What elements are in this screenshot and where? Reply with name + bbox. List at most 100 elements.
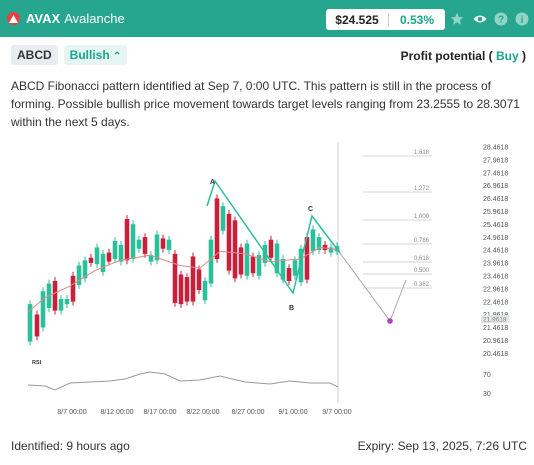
candle xyxy=(250,256,256,274)
x-tick-label: 8/22 00:00 xyxy=(186,409,219,416)
moving-average-line xyxy=(27,246,341,313)
y-tick-label: 23.9618 xyxy=(483,261,508,268)
candle xyxy=(112,240,118,260)
candle xyxy=(94,247,100,265)
candle xyxy=(136,239,142,249)
asset-symbol: AVAX xyxy=(26,11,61,26)
svg-text:?: ? xyxy=(498,15,504,26)
info-icon[interactable]: i xyxy=(515,12,529,26)
expiry-time: Expiry: Sep 13, 2025, 7:26 UTC xyxy=(357,439,527,453)
candle xyxy=(172,253,178,303)
x-tick-label: 9/7 00:00 xyxy=(322,409,351,416)
candle xyxy=(64,299,70,305)
candle xyxy=(130,224,136,260)
candle xyxy=(106,252,112,262)
y-tick-label: 26.4618 xyxy=(483,196,508,203)
y-tick-label: 20.9618 xyxy=(483,338,508,345)
asset-title: AVAX Avalanche xyxy=(26,11,125,26)
candle xyxy=(238,247,244,275)
abcd-pattern-line xyxy=(206,179,341,295)
help-icon[interactable]: ? xyxy=(494,12,508,26)
candle xyxy=(100,253,106,272)
current-price-label: 21.9618 xyxy=(483,317,507,324)
y-tick-label: 25.9618 xyxy=(483,209,508,216)
candle xyxy=(292,260,298,276)
profit-value[interactable]: Buy xyxy=(495,49,519,63)
y-tick-label: 24.9618 xyxy=(483,235,508,242)
point-c-label: C xyxy=(308,206,313,213)
identified-time: Identified: 9 hours ago xyxy=(11,439,130,453)
chevron-up-icon: ⌃ xyxy=(113,51,122,62)
x-tick-label: 8/7 00:00 xyxy=(57,409,86,416)
rsi-tick-label: 30 xyxy=(483,391,491,398)
y-tick-label: 25.4618 xyxy=(483,222,508,229)
rsi-tick-label: 70 xyxy=(483,372,491,379)
point-a-label: A xyxy=(210,179,215,186)
svg-text:i: i xyxy=(521,15,524,26)
candle xyxy=(328,247,334,253)
y-tick-label: 23.4618 xyxy=(483,274,508,281)
y-tick-label: 20.4618 xyxy=(483,351,508,358)
candle xyxy=(232,220,238,279)
x-tick-label: 8/17 00:00 xyxy=(143,409,176,416)
star-icon[interactable] xyxy=(450,12,464,26)
fib-level-label: 0.382 xyxy=(414,282,430,288)
candle xyxy=(142,237,148,254)
rsi-line xyxy=(27,371,339,391)
eye-icon[interactable] xyxy=(473,12,487,26)
y-tick-label: 26.9618 xyxy=(483,183,508,190)
candle xyxy=(322,244,328,251)
price-box: $24.525 0.53% xyxy=(326,9,445,30)
candle xyxy=(160,238,166,249)
direction-tag[interactable]: Bullish ⌃ xyxy=(63,45,128,65)
x-tick-label: 8/12 00:00 xyxy=(100,409,133,416)
candle xyxy=(178,274,184,305)
candle xyxy=(268,239,274,258)
candle xyxy=(27,304,33,342)
pattern-tag: ABCD xyxy=(11,45,58,65)
candle xyxy=(304,237,310,280)
candle xyxy=(52,280,58,311)
candle xyxy=(256,255,262,276)
price-change: 0.53% xyxy=(399,12,435,27)
candle xyxy=(58,299,64,311)
fib-level-label: 0.618 xyxy=(414,256,430,262)
x-tick-label: 8/27 00:00 xyxy=(231,409,264,416)
candle xyxy=(76,265,82,285)
candle xyxy=(184,277,190,302)
rsi-label: RSI xyxy=(32,360,42,366)
candle xyxy=(226,213,232,271)
candle xyxy=(316,237,322,251)
candle xyxy=(154,234,160,261)
fib-level-label: 1.000 xyxy=(414,214,430,220)
candle xyxy=(280,259,286,280)
pattern-description: ABCD Fibonacci pattern identified at Sep… xyxy=(11,79,520,129)
candle xyxy=(196,269,202,290)
candle xyxy=(124,219,130,261)
point-b-label: B xyxy=(289,305,294,312)
candle xyxy=(118,244,124,262)
fib-level-label: 0.500 xyxy=(414,268,430,274)
y-tick-label: 27.4618 xyxy=(483,170,508,177)
candle xyxy=(88,257,94,263)
y-tick-label: 27.9618 xyxy=(483,157,508,164)
candle xyxy=(190,256,196,302)
candle xyxy=(34,314,40,337)
avalanche-logo-icon xyxy=(7,12,20,25)
candle xyxy=(166,239,172,251)
projection-point xyxy=(387,318,393,324)
asset-name: Avalanche xyxy=(64,11,125,26)
candle xyxy=(220,206,226,231)
candle xyxy=(70,275,76,302)
profit-label: Profit potential xyxy=(400,49,486,63)
candle xyxy=(40,291,46,328)
y-tick-label: 28.4618 xyxy=(483,145,508,152)
candle xyxy=(310,229,316,252)
projection-line xyxy=(339,252,407,323)
price-chart[interactable]: 28.4618 27.9618 27.4618 26.9618 26.4618 25.96… xyxy=(0,138,534,423)
candle xyxy=(148,255,154,262)
y-tick-label: 24.4618 xyxy=(483,248,508,255)
price-value: $24.525 xyxy=(326,12,389,27)
candle xyxy=(82,260,88,279)
candle xyxy=(298,248,304,283)
